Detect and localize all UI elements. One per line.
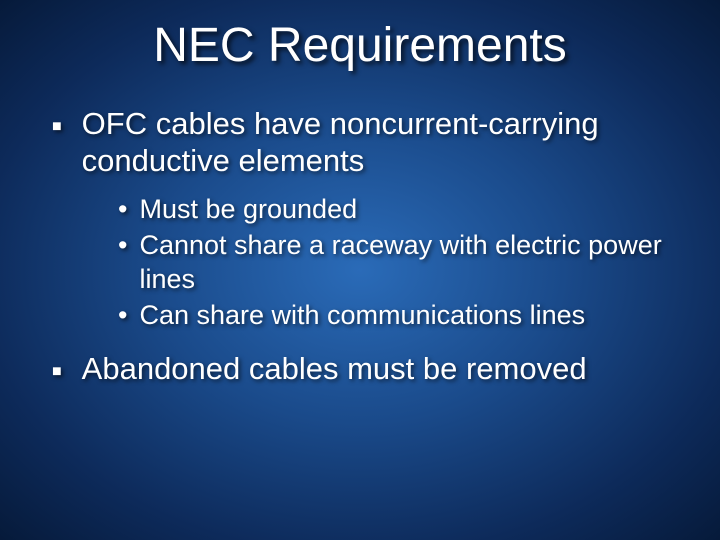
bullet-text: Can share with communications lines	[139, 299, 680, 333]
bullet-level2: • Cannot share a raceway with electric p…	[118, 229, 680, 297]
bullet-text: OFC cables have noncurrent-carrying cond…	[82, 105, 680, 179]
bullet-text: Abandoned cables must be removed	[82, 350, 680, 387]
bullet-text: Must be grounded	[139, 193, 680, 227]
bullet-level2: • Can share with communications lines	[118, 299, 680, 333]
bullet-text: Cannot share a raceway with electric pow…	[139, 229, 680, 297]
slide: NEC Requirements ■ OFC cables have noncu…	[0, 0, 720, 540]
bullet-level1: ■ OFC cables have noncurrent-carrying co…	[52, 105, 680, 179]
square-bullet-icon: ■	[52, 117, 62, 136]
dot-bullet-icon: •	[118, 299, 127, 333]
square-bullet-icon: ■	[52, 362, 62, 381]
slide-title: NEC Requirements	[40, 18, 680, 73]
bullet-level1: ■ Abandoned cables must be removed	[52, 350, 680, 387]
bullet-level2: • Must be grounded	[118, 193, 680, 227]
sub-bullet-group: • Must be grounded • Cannot share a race…	[52, 193, 680, 332]
slide-body: ■ OFC cables have noncurrent-carrying co…	[40, 105, 680, 388]
dot-bullet-icon: •	[118, 229, 127, 263]
dot-bullet-icon: •	[118, 193, 127, 227]
